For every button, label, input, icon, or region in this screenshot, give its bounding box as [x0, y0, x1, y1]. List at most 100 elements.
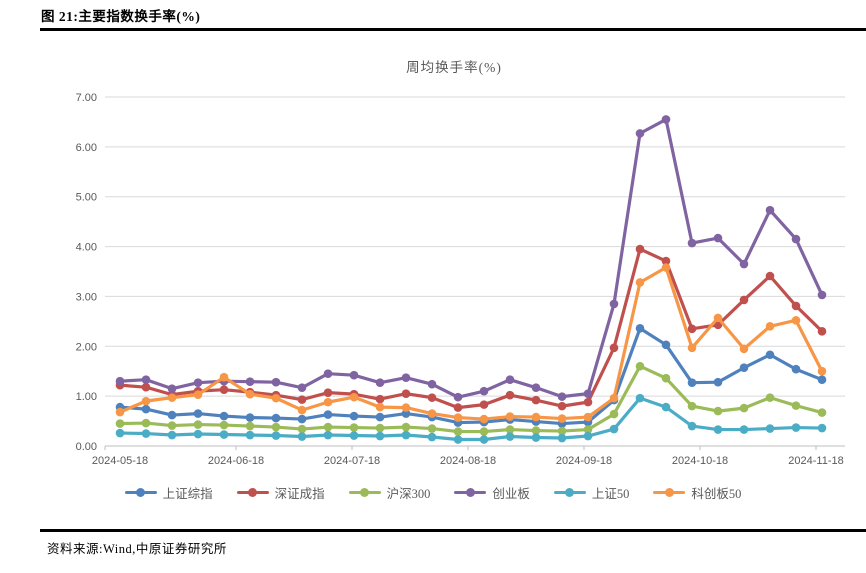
series-point-star50	[583, 412, 593, 422]
series-point-csi300	[661, 373, 671, 383]
legend-marker-szse-component	[236, 488, 269, 498]
series-point-csi300	[765, 393, 775, 402]
legend-marker-chinext	[454, 488, 487, 498]
series-line-chinext	[118, 117, 824, 399]
series-point-sse50	[427, 432, 437, 442]
series-point-sse-composite	[193, 409, 203, 418]
series-point-star50	[167, 393, 177, 402]
series-point-sse50	[583, 431, 593, 441]
series-point-star50	[141, 396, 151, 406]
legend-marker-sse50	[553, 488, 586, 498]
series-point-chinext	[453, 392, 463, 402]
source-note: 资料来源:Wind,中原证券研究所	[47, 542, 227, 556]
series-point-szse-component	[375, 394, 385, 404]
series-point-csi300	[245, 421, 255, 431]
series-point-chinext	[531, 383, 541, 392]
y-axis-tick-label: 2.00	[76, 341, 97, 353]
x-axis-tick-label: 2024-11-18	[788, 455, 843, 467]
y-axis-tick-label: 4.00	[76, 242, 97, 254]
x-axis-tick-label: 2024-08-18	[440, 455, 496, 467]
series-point-sse-composite	[271, 413, 281, 423]
legend-item-csi300: 沪深300	[348, 483, 430, 502]
series-point-sse50	[375, 431, 385, 441]
series-point-sse50	[297, 432, 307, 441]
series-point-star50	[297, 405, 307, 415]
series-point-sse-composite	[791, 364, 801, 374]
series-point-csi300	[167, 421, 177, 430]
series-point-sse50	[687, 421, 697, 431]
series-point-sse50	[245, 430, 255, 440]
series-point-szse-component	[687, 324, 697, 334]
series-point-star50	[635, 278, 645, 287]
series-point-szse-component	[635, 244, 645, 254]
series-point-star50	[453, 413, 463, 422]
series-point-sse-composite	[713, 377, 723, 387]
series-point-szse-component	[817, 327, 827, 336]
series-point-csi300	[297, 424, 307, 434]
x-axis-tick-label: 2024-06-18	[208, 455, 264, 467]
series-point-sse50	[479, 435, 489, 444]
x-axis-tick-label: 2024-05-18	[92, 455, 148, 467]
y-axis-tick-label: 3.00	[76, 291, 97, 303]
series-point-szse-component	[791, 301, 801, 311]
series-point-star50	[245, 389, 255, 399]
series-point-chinext	[479, 386, 489, 396]
series-line-szse-component	[118, 247, 824, 410]
series-line-csi300	[118, 364, 824, 434]
series-point-szse-component	[323, 388, 333, 397]
series-point-star50	[557, 414, 567, 423]
series-point-sse50	[401, 430, 411, 440]
series-point-chinext	[349, 370, 359, 380]
series-point-star50	[219, 372, 229, 382]
series-point-chinext	[713, 233, 723, 243]
series-point-sse50	[193, 429, 203, 439]
series-point-sse-composite	[687, 378, 697, 387]
series-point-szse-component	[765, 271, 775, 281]
series-line-sse-composite	[118, 326, 824, 426]
series-point-chinext	[635, 129, 645, 138]
series-point-szse-component	[297, 395, 307, 404]
series-point-sse50	[635, 393, 645, 403]
series-point-chinext	[141, 375, 151, 384]
series-point-sse-composite	[219, 411, 229, 421]
series-point-csi300	[791, 401, 801, 410]
series-point-szse-component	[583, 397, 593, 407]
series-point-chinext	[271, 377, 281, 387]
series-point-szse-component	[401, 389, 411, 398]
series-point-csi300	[219, 420, 229, 430]
series-point-sse-composite	[661, 340, 671, 350]
series-point-sse50	[453, 435, 463, 444]
series-point-chinext	[817, 290, 827, 300]
series-point-chinext	[557, 392, 567, 401]
series-point-csi300	[739, 403, 749, 413]
series-point-szse-component	[219, 385, 229, 394]
series-point-chinext	[427, 379, 437, 389]
series-point-sse-composite	[401, 409, 411, 418]
series-point-csi300	[687, 401, 697, 411]
series-point-star50	[609, 393, 619, 403]
series-point-csi300	[557, 426, 567, 436]
legend-label-star50: 科创板50	[691, 487, 742, 501]
series-point-chinext	[401, 373, 411, 382]
series-point-chinext	[115, 376, 125, 386]
series-point-sse-composite	[739, 363, 749, 373]
series-point-csi300	[271, 422, 281, 432]
series-point-csi300	[609, 409, 619, 419]
series-point-chinext	[297, 383, 307, 392]
series-point-sse50	[609, 424, 619, 434]
series-point-chinext	[323, 369, 333, 379]
series-point-sse-composite	[141, 404, 151, 414]
series-point-star50	[401, 403, 411, 412]
series-point-star50	[271, 393, 281, 403]
series-point-szse-component	[141, 382, 151, 392]
series-point-sse50	[817, 423, 827, 433]
x-axis-tick-label: 2024-10-18	[672, 455, 728, 467]
series-point-chinext	[245, 377, 255, 386]
series-point-sse50	[271, 431, 281, 440]
y-axis-tick-label: 7.00	[76, 92, 97, 104]
series-point-star50	[817, 366, 827, 376]
series-point-sse50	[349, 431, 359, 440]
series-point-szse-component	[661, 256, 671, 266]
series-point-csi300	[323, 422, 333, 432]
series-point-star50	[349, 392, 359, 402]
